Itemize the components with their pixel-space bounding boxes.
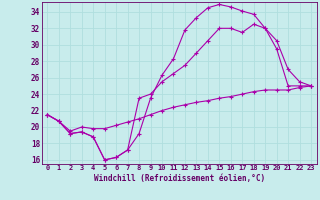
X-axis label: Windchill (Refroidissement éolien,°C): Windchill (Refroidissement éolien,°C) [94, 174, 265, 183]
